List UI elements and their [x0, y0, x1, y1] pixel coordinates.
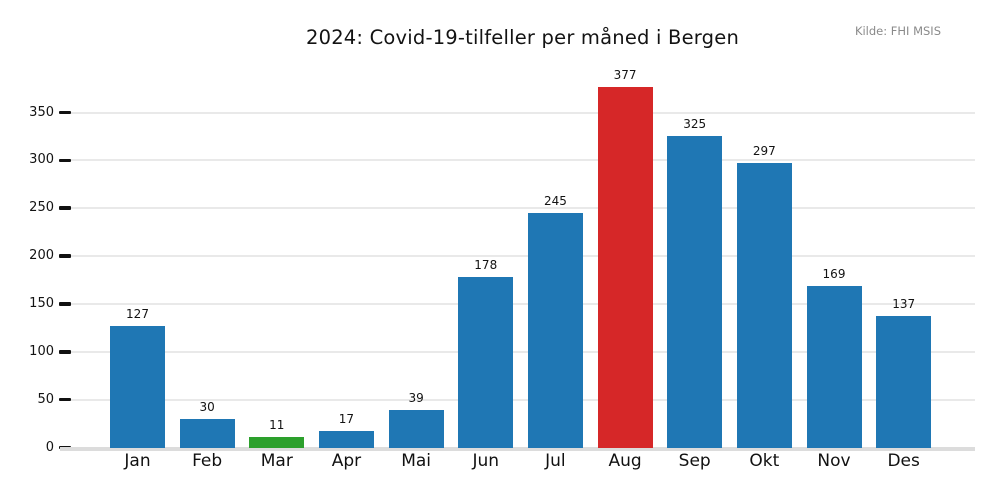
gridline-y-50 [70, 398, 975, 401]
x-tick-label-feb: Feb [192, 451, 223, 471]
bar-nov [806, 285, 862, 448]
gridline-y-250 [70, 207, 975, 210]
x-tick-label-jun: Jun [472, 451, 500, 471]
x-tick-label-aug: Aug [608, 451, 642, 471]
gridline-y-100 [70, 350, 975, 353]
y-tick-mark-100 [59, 350, 71, 354]
y-tick-label-100: 100 [29, 343, 54, 359]
bar-value-label-nov: 169 [822, 266, 846, 281]
y-tick-mark-250 [59, 206, 71, 210]
bar-sep [667, 136, 723, 448]
x-tick-label-des: Des [887, 451, 920, 471]
bar-feb [179, 418, 235, 448]
bar-apr [318, 431, 374, 448]
bar-jun [458, 277, 514, 448]
bar-value-label-jan: 127 [126, 306, 149, 321]
y-tick-label-250: 250 [29, 200, 54, 216]
gridline-y-200 [70, 255, 975, 258]
bar-value-label-jun: 178 [474, 258, 498, 273]
bar-value-label-jul: 245 [543, 194, 567, 208]
bar-jan [110, 325, 165, 448]
y-tick-label-150: 150 [29, 295, 54, 311]
x-tick-label-mar: Mar [260, 451, 293, 471]
y-tick-label-50: 50 [37, 391, 54, 407]
y-tick-label-300: 300 [29, 152, 54, 168]
bar-jul [527, 213, 583, 448]
bar-okt [736, 163, 792, 448]
gridline-y-150 [70, 302, 975, 305]
x-tick-label-okt: Okt [749, 451, 780, 471]
x-tick-label-jul: Jul [545, 451, 566, 471]
bar-mar [249, 436, 305, 448]
y-tick-mark-50 [59, 397, 71, 402]
y-tick-label-200: 200 [29, 248, 54, 264]
x-tick-label-apr: Apr [331, 451, 362, 471]
source-note: Kilde: FHI MSIS [854, 24, 941, 38]
gridline-y-350 [70, 111, 975, 114]
y-tick-mark-200 [59, 254, 71, 258]
bar-aug [597, 86, 653, 448]
bar-value-label-mai: 39 [408, 391, 424, 406]
chart-title: 2024: Covid-19-tilfeller per måned i Ber… [305, 26, 740, 49]
bar-value-label-feb: 30 [199, 399, 215, 414]
x-tick-label-mai: Mai [401, 451, 431, 471]
bar-value-label-sep: 325 [683, 117, 707, 132]
x-tick-label-sep: Sep [678, 451, 711, 471]
bar-value-label-apr: 17 [338, 412, 355, 427]
y-tick-label-0: 0 [45, 439, 54, 455]
y-tick-mark-150 [59, 302, 71, 306]
bar-value-label-des: 137 [892, 297, 916, 312]
bar-value-label-aug: 377 [613, 67, 637, 82]
bar-value-label-mar: 11 [269, 417, 285, 432]
gridline-y-300 [70, 159, 975, 162]
bar-des [876, 316, 932, 448]
x-axis-line [60, 447, 975, 451]
bar-value-label-okt: 297 [752, 144, 776, 159]
bar-mai [388, 410, 444, 448]
y-tick-label-350: 350 [29, 104, 54, 120]
x-tick-label-nov: Nov [817, 451, 851, 471]
y-tick-mark-350 [59, 110, 71, 115]
y-tick-mark-300 [59, 158, 71, 163]
x-tick-label-jan: Jan [124, 451, 151, 471]
